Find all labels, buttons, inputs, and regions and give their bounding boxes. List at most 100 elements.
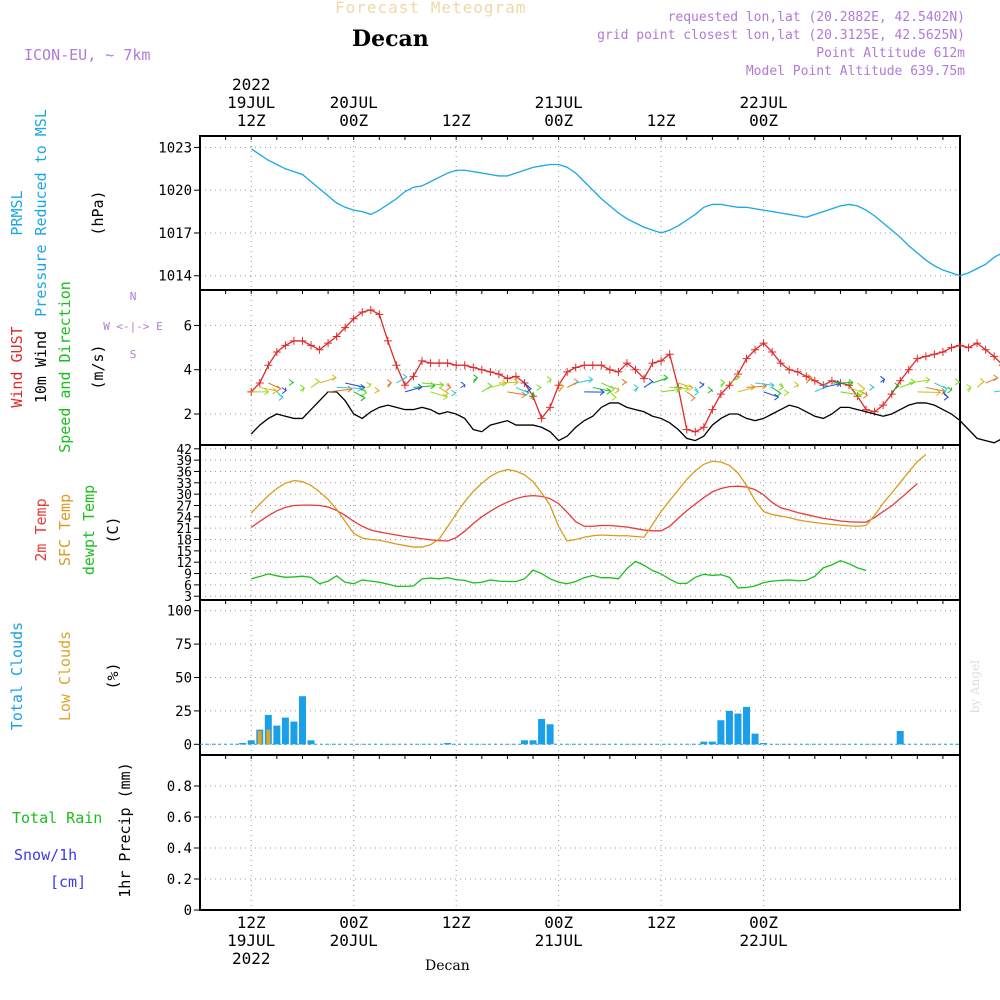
gridpoint-coords: grid point closest lon,lat (20.3125E, 42… — [597, 28, 965, 43]
gust-marker — [383, 336, 392, 345]
y-tick-label: 3 — [184, 590, 192, 605]
bottom-time-label: 00Z — [749, 913, 778, 932]
wind-arrow-head — [446, 384, 452, 391]
wind-direction-arrow — [601, 382, 615, 390]
top-time-label: 12Z — [237, 111, 266, 130]
gust-marker — [802, 372, 811, 381]
top-time-label: 19JUL — [227, 93, 275, 112]
gust-marker — [640, 374, 649, 383]
wind-arrow-head — [530, 392, 536, 400]
wind-direction-arrow — [404, 386, 423, 393]
wind-direction-arrow — [763, 391, 779, 398]
top-time-label: 22JUL — [740, 93, 788, 112]
gust-marker — [255, 379, 264, 387]
bottom-time-label: 12Z — [647, 913, 676, 932]
pressure-label-msl: Pressure Reduced to MSL — [32, 109, 50, 317]
gust-marker — [776, 359, 785, 368]
y-tick-label: 1014 — [158, 269, 192, 285]
bar-total-clouds — [281, 717, 289, 745]
gust-marker — [742, 354, 751, 363]
gust-marker — [486, 367, 495, 376]
model-point-altitude: Model Point Altitude 639.75m — [745, 64, 965, 79]
bar-total-clouds — [444, 742, 452, 745]
gust-marker — [605, 365, 614, 374]
wind-arrow-head — [272, 387, 278, 395]
compass-west-east: W <-|-> E — [103, 320, 163, 333]
gust-marker — [349, 314, 358, 323]
bar-total-clouds — [546, 724, 554, 745]
gust-marker — [392, 361, 401, 370]
wind-direction-arrow — [592, 386, 611, 392]
wind-arrow-head — [439, 381, 445, 389]
wind-arrow-head — [894, 382, 900, 390]
y-tick-label: 100 — [167, 604, 192, 620]
wind-arrow-head — [347, 385, 353, 393]
wind-arrow-head — [402, 373, 408, 381]
wind-arrow-head — [276, 385, 282, 393]
gust-marker — [853, 392, 862, 401]
gust-marker — [588, 361, 597, 370]
gust-marker — [272, 348, 281, 356]
wind-arrow-head — [299, 384, 306, 392]
gust-marker — [827, 376, 836, 385]
wind-direction-arrow — [925, 386, 946, 393]
gust-marker — [665, 350, 674, 359]
wind-direction-arrow — [746, 385, 767, 388]
gust-marker — [768, 348, 777, 356]
wind-arrow-head — [281, 387, 287, 395]
wind-arrow-head — [688, 384, 694, 391]
wind-arrow-head — [993, 374, 999, 382]
pressure-label-prmsl: PRMSL — [8, 190, 26, 235]
y-tick-label: 15 — [176, 545, 192, 560]
wind-direction-arrow — [515, 386, 530, 394]
gust-marker — [733, 370, 742, 379]
top-time-label: 00Z — [544, 111, 573, 130]
gust-marker — [537, 414, 546, 423]
gust-marker — [657, 356, 666, 365]
bar-total-clouds — [760, 742, 768, 745]
wind-arrow-head — [526, 385, 532, 393]
gust-marker — [554, 381, 563, 390]
wind-arrow-head — [769, 381, 775, 389]
gust-marker — [622, 359, 631, 368]
top-time-label: 00Z — [749, 111, 778, 130]
series-line-2m-temp — [250, 483, 918, 542]
gust-marker — [503, 374, 512, 383]
wind-arrow-head — [360, 394, 366, 402]
y-tick-label: 33 — [176, 477, 192, 492]
wind-arrow-head — [954, 378, 961, 386]
wind-arrow-head — [610, 385, 616, 393]
gust-marker — [452, 361, 461, 370]
wind-arrow-head — [684, 385, 690, 393]
y-tick-label: 42 — [176, 443, 192, 458]
y-tick-label: 0 — [184, 737, 192, 753]
wind-direction-arrow — [328, 388, 352, 393]
point-altitude: Point Altitude 612m — [816, 46, 965, 61]
y-tick-label: 0 — [184, 903, 192, 919]
wind-direction-arrow — [652, 377, 668, 384]
wind-arrow-head — [451, 389, 457, 397]
wind-direction-arrow — [840, 391, 861, 396]
bar-total-clouds — [247, 740, 255, 745]
wind-arrow-head — [720, 379, 726, 386]
bar-total-clouds — [520, 740, 528, 745]
wind-unit: (m/s) — [89, 344, 107, 389]
wind-arrow-head — [513, 378, 519, 386]
wind-arrow-head — [546, 376, 552, 383]
top-time-label: 00Z — [339, 111, 368, 130]
wind-arrow-head — [360, 383, 366, 391]
y-tick-label: 9 — [184, 568, 192, 583]
precip-legend-snow: Snow/1h — [14, 846, 77, 864]
wind-arrow-head — [374, 386, 380, 394]
wind-arrow-head — [936, 389, 942, 396]
gust-marker — [341, 323, 350, 332]
gust-marker — [580, 361, 589, 370]
gust-marker — [648, 359, 657, 368]
wind-arrow-head — [783, 389, 790, 397]
temp-label-dewpt: dewpt Temp — [80, 485, 98, 575]
gust-marker — [810, 376, 819, 385]
gust-marker — [879, 401, 888, 410]
wind-label-10m: 10m Wind — [32, 331, 50, 403]
wind-arrow-head — [278, 394, 284, 401]
gust-marker — [418, 356, 427, 365]
